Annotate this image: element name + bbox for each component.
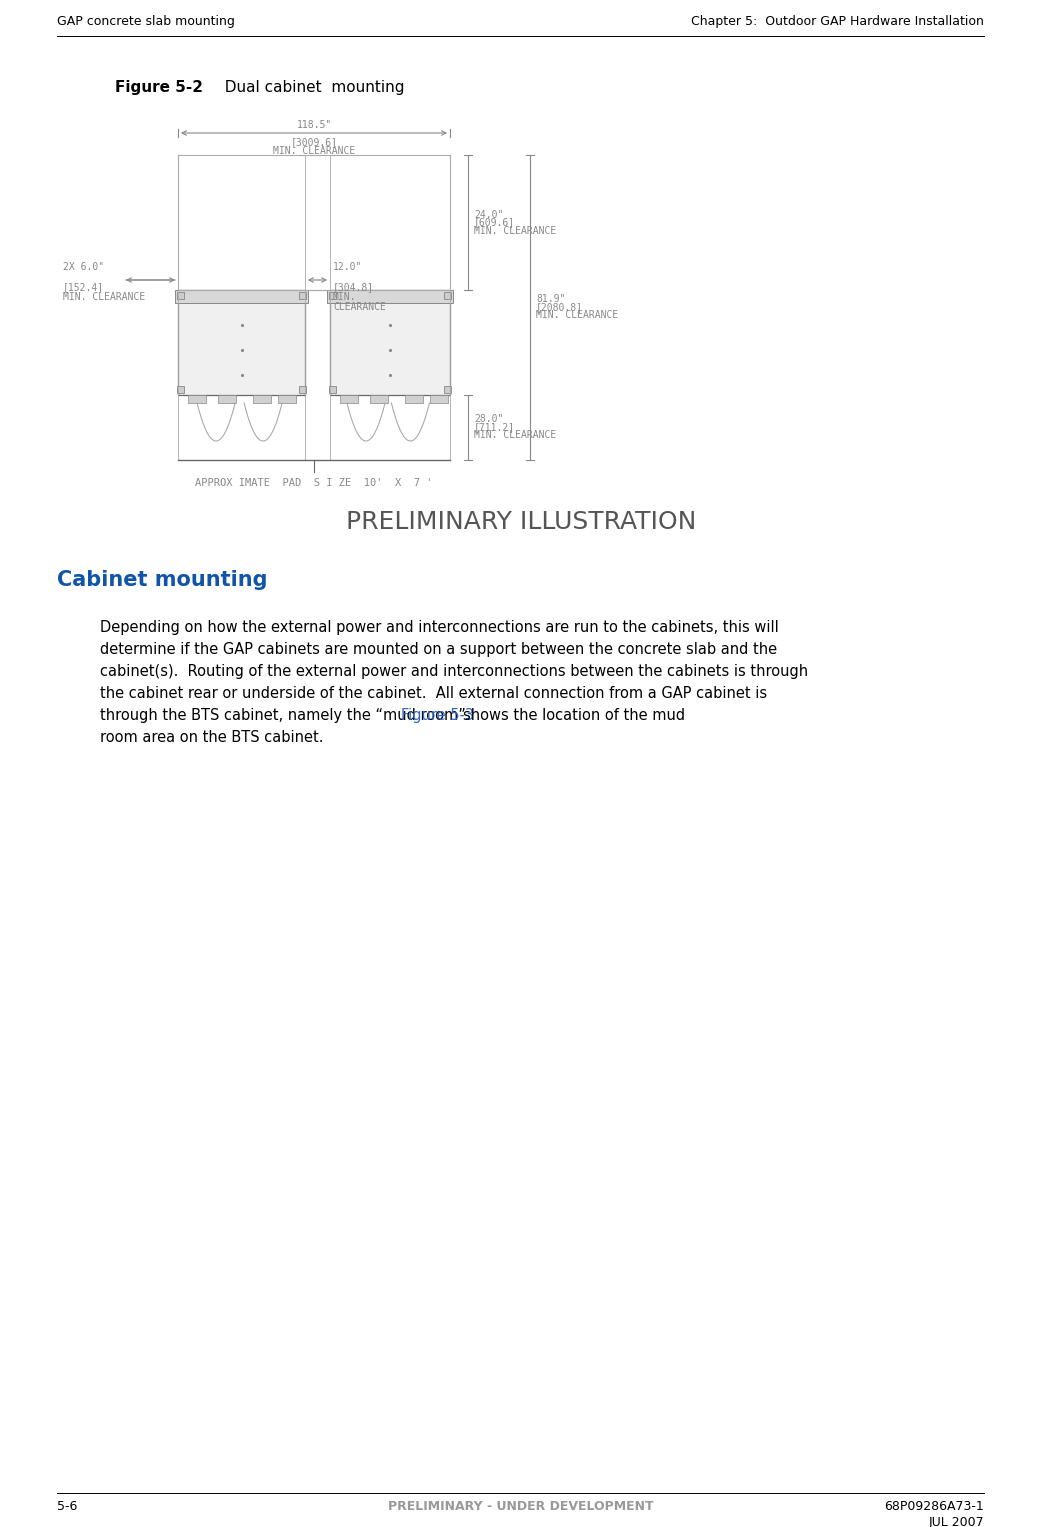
Text: 28.0": 28.0" (474, 414, 504, 425)
Text: [609.6]: [609.6] (474, 217, 515, 228)
Bar (175, 290, 308, 302)
Text: room area on the BTS cabinet.: room area on the BTS cabinet. (100, 730, 324, 745)
Text: 2X 6.0": 2X 6.0" (64, 263, 104, 272)
Bar (177, 386, 184, 392)
Text: determine if the GAP cabinets are mounted on a support between the concrete slab: determine if the GAP cabinets are mounte… (100, 641, 778, 657)
Text: Figure 5-3: Figure 5-3 (402, 709, 475, 722)
Bar (218, 395, 236, 403)
Text: the cabinet rear or underside of the cabinet.  All external connection from a GA: the cabinet rear or underside of the cab… (100, 686, 767, 701)
Text: shows the location of the mud: shows the location of the mud (463, 709, 685, 722)
Text: cabinet(s).  Routing of the external power and interconnections between the cabi: cabinet(s). Routing of the external powe… (100, 664, 808, 680)
Bar (178, 290, 305, 395)
Bar (278, 395, 296, 403)
Text: PRELIMINARY ILLUSTRATION: PRELIMINARY ILLUSTRATION (346, 510, 696, 534)
Bar (405, 395, 423, 403)
Bar (445, 386, 451, 392)
Text: [3009.6]: [3009.6] (290, 137, 337, 147)
Text: Dual cabinet  mounting: Dual cabinet mounting (215, 79, 405, 95)
Text: Figure 5-2: Figure 5-2 (115, 79, 203, 95)
Bar (299, 292, 306, 299)
Text: 118.5": 118.5" (297, 121, 332, 130)
Bar (299, 386, 306, 392)
Text: MIN. CLEARANCE: MIN. CLEARANCE (474, 431, 556, 440)
Bar (430, 395, 448, 403)
Bar (340, 395, 358, 403)
Bar (445, 292, 451, 299)
Text: PRELIMINARY - UNDER DEVELOPMENT: PRELIMINARY - UNDER DEVELOPMENT (387, 1500, 654, 1513)
Text: [304.8]: [304.8] (333, 282, 374, 292)
Text: Depending on how the external power and interconnections are run to the cabinets: Depending on how the external power and … (100, 620, 779, 635)
Bar (329, 292, 336, 299)
Bar (177, 292, 184, 299)
Text: MIN. CLEARANCE: MIN. CLEARANCE (474, 226, 556, 235)
Text: 81.9": 81.9" (536, 295, 565, 304)
Text: 24.0": 24.0" (474, 209, 504, 220)
Text: 5-6: 5-6 (57, 1500, 77, 1513)
Text: MIN. CLEARANCE: MIN. CLEARANCE (536, 310, 618, 321)
Bar (188, 395, 206, 403)
Text: [711.2]: [711.2] (474, 423, 515, 432)
Bar (370, 395, 388, 403)
Text: MIN. CLEARANCE: MIN. CLEARANCE (273, 147, 355, 156)
Text: CLEARANCE: CLEARANCE (333, 302, 386, 312)
Text: MIN.: MIN. (333, 292, 356, 302)
Text: Chapter 5:  Outdoor GAP Hardware Installation: Chapter 5: Outdoor GAP Hardware Installa… (691, 15, 984, 27)
Text: 12.0": 12.0" (333, 263, 362, 272)
Text: MIN. CLEARANCE: MIN. CLEARANCE (64, 292, 146, 302)
Text: Cabinet mounting: Cabinet mounting (57, 570, 268, 589)
Text: JUL 2007: JUL 2007 (929, 1516, 984, 1527)
Bar (330, 290, 450, 395)
Bar (329, 386, 336, 392)
Text: through the BTS cabinet, namely the “mud room”.: through the BTS cabinet, namely the “mud… (100, 709, 480, 722)
Bar (253, 395, 271, 403)
Text: [2080.8]: [2080.8] (536, 302, 583, 313)
Bar (327, 290, 453, 302)
Text: GAP concrete slab mounting: GAP concrete slab mounting (57, 15, 235, 27)
Text: APPROX IMATE  PAD  S I ZE  10'  X  7 ': APPROX IMATE PAD S I ZE 10' X 7 ' (196, 478, 433, 489)
Text: [152.4]: [152.4] (64, 282, 104, 292)
Text: 68P09286A73-1: 68P09286A73-1 (884, 1500, 984, 1513)
